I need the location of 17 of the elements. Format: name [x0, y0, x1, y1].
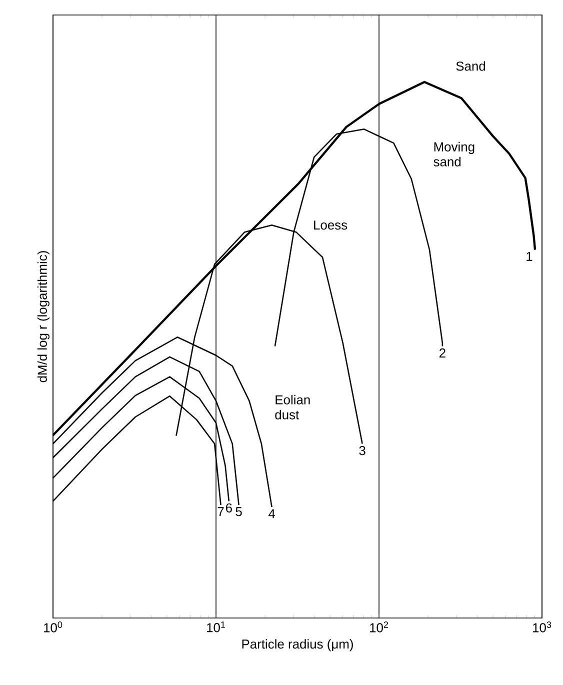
- x-tick-label: 10$^{0}$: [44, 622, 62, 632]
- series-label: 5: [236, 507, 242, 516]
- series-label: 2: [439, 348, 446, 358]
- series-label: 6: [226, 503, 232, 513]
- annotation: Moving sand: [434, 142, 474, 166]
- text: Sand: [456, 61, 486, 71]
- series-label: 4: [268, 509, 276, 518]
- series-label: 3: [359, 446, 366, 456]
- x-tick-label: 10$^{2}$: [370, 622, 388, 632]
- annotation: Eolian dust: [275, 394, 310, 420]
- y-axis-title: dM/d log r (logarithmic): [37, 251, 50, 382]
- annotation: Loess: [314, 220, 348, 230]
- x-axis-title: Particle radius (μm): [242, 639, 353, 652]
- series-label: 1: [526, 252, 532, 261]
- series-label: 7: [218, 507, 224, 516]
- x-tick-label: 10$^{3}$: [533, 622, 552, 632]
- x-tick-label: 10$^{1}$: [207, 622, 226, 632]
